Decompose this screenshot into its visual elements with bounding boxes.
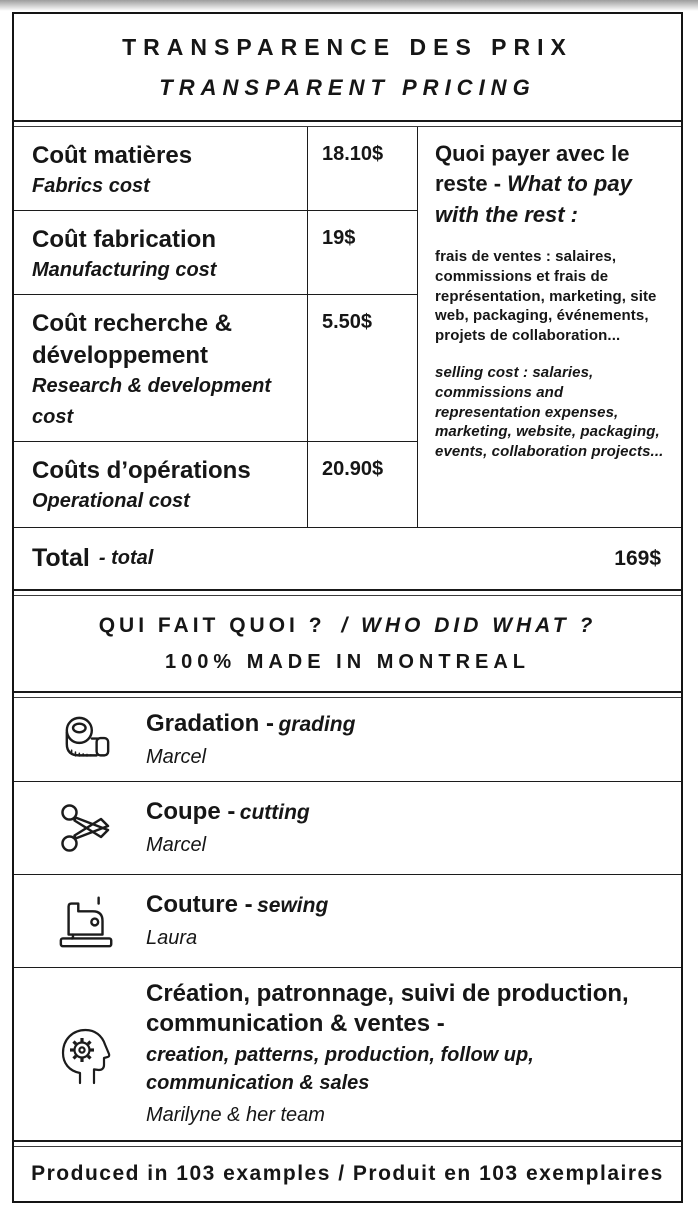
cost-label-fr: Coût recherche & développement: [32, 310, 233, 369]
maker-task-detail: creation, patterns, production, follow u…: [146, 1044, 534, 1094]
table-row: Coût matières Fabrics cost 18.10$: [14, 127, 417, 212]
rest-note-body-en: selling cost : salaries, commissions and…: [435, 364, 664, 461]
pricing-card: TRANSPARENCE DES PRIX TRANSPARENT PRICIN…: [12, 12, 683, 1203]
cost-label-cell: Coût matières Fabrics cost: [14, 127, 307, 210]
maker-task-fr: Coupe -: [146, 798, 236, 825]
head-gear-icon: [28, 1021, 146, 1087]
cost-label-en: Fabrics cost: [32, 175, 150, 198]
maker-task-fr: Couture -: [146, 891, 253, 918]
sewing-machine-icon: [28, 892, 146, 950]
table-row: Coûts d’opérations Operational cost 20.9…: [14, 441, 417, 527]
table-row: Coût recherche & développement Research …: [14, 295, 417, 442]
maker-name: Marcel: [146, 834, 207, 856]
cost-rows: Coût matières Fabrics cost 18.10$ Coût f…: [14, 127, 417, 527]
double-divider: [14, 1140, 681, 1147]
list-item: Couture - sewing Laura: [14, 875, 681, 968]
tape-measure-icon: [28, 715, 146, 765]
cost-label-cell: Coût fabrication Manufacturing cost: [14, 211, 307, 294]
cost-label-en: Research & development cost: [32, 374, 271, 428]
list-item: Gradation - grading Marcel: [14, 698, 681, 782]
total-label-fr: Total: [32, 544, 90, 572]
who-line2: 100% MADE IN MONTREAL: [164, 650, 531, 673]
cost-label-fr: Coût fabrication: [32, 226, 216, 254]
cost-label-en: Manufacturing cost: [32, 259, 217, 282]
scissors-icon: [28, 799, 146, 857]
maker-text: Gradation - grading Marcel: [146, 709, 667, 771]
maker-task-en: sewing: [257, 894, 329, 917]
title-english: TRANSPARENT PRICING: [159, 74, 536, 100]
double-divider: [14, 691, 681, 698]
total-value: 169$: [614, 546, 661, 570]
maker-name: Marcel: [146, 745, 207, 768]
cost-label-cell: Coût recherche & développement Research …: [14, 295, 307, 440]
maker-task-en: grading: [278, 712, 356, 736]
double-divider: [14, 120, 681, 127]
maker-task-en: cutting: [239, 801, 310, 824]
list-item: Création, patronnage, suivi de productio…: [14, 968, 681, 1140]
maker-title: Couture - sewing: [146, 890, 659, 920]
cost-table: Coût matières Fabrics cost 18.10$ Coût f…: [14, 127, 681, 527]
maker-task-fr: Création, patronnage, suivi de productio…: [146, 980, 629, 1037]
cost-price-cell: 19$: [307, 211, 417, 295]
card-header: TRANSPARENCE DES PRIX TRANSPARENT PRICIN…: [14, 14, 681, 120]
cost-price-cell: 18.10$: [307, 127, 417, 211]
maker-name: Laura: [146, 927, 198, 949]
maker-title: Gradation - grading: [146, 709, 659, 739]
cost-label-fr: Coûts d’opérations: [32, 456, 251, 484]
who-line1-fr: QUI FAIT QUOI ?: [98, 613, 326, 637]
who-line1-en: / WHO DID WHAT ?: [341, 613, 597, 637]
maker-text: Couture - sewing Laura: [146, 890, 667, 952]
total-label-en: - total: [98, 547, 154, 569]
cost-price-cell: 5.50$: [307, 295, 417, 441]
double-divider: [14, 589, 681, 596]
maker-task-fr: Gradation -: [146, 709, 275, 737]
table-row: Coût fabrication Manufacturing cost 19$: [14, 211, 417, 296]
rest-note-heading-fr: Quoi payer avec le reste -: [435, 141, 630, 197]
rest-note-heading: Quoi payer avec le reste - What to pay w…: [435, 139, 665, 230]
makers-list: Gradation - grading Marcel Coupe - cutti…: [14, 698, 681, 1140]
maker-text: Création, patronnage, suivi de productio…: [146, 979, 667, 1129]
maker-title: Coupe - cutting: [146, 797, 659, 827]
maker-title: Création, patronnage, suivi de productio…: [146, 979, 659, 1039]
rest-note: Quoi payer avec le reste - What to pay w…: [417, 127, 681, 527]
who-section: QUI FAIT QUOI ? / WHO DID WHAT ? 100% MA…: [14, 596, 681, 691]
production-note: Produced in 103 examples / Produit en 10…: [31, 1162, 664, 1185]
cost-label-en: Operational cost: [32, 489, 190, 512]
rest-note-heading-en: What to pay with the rest :: [435, 171, 632, 227]
cost-label-cell: Coûts d’opérations Operational cost: [14, 442, 307, 527]
top-shadow: [0, 0, 698, 11]
maker-name: Marilyne & her team: [146, 1104, 325, 1126]
list-item: Coupe - cutting Marcel: [14, 782, 681, 875]
maker-text: Coupe - cutting Marcel: [146, 797, 667, 859]
who-line1: QUI FAIT QUOI ? / WHO DID WHAT ?: [99, 614, 597, 638]
cost-label-fr: Coût matières: [32, 142, 193, 169]
rest-note-body-fr: frais de ventes : salaires, commissions …: [435, 248, 657, 345]
total-row: Total - total 169$: [14, 527, 681, 589]
cost-price-cell: 20.90$: [307, 441, 417, 527]
title-french: TRANSPARENCE DES PRIX: [122, 33, 573, 60]
